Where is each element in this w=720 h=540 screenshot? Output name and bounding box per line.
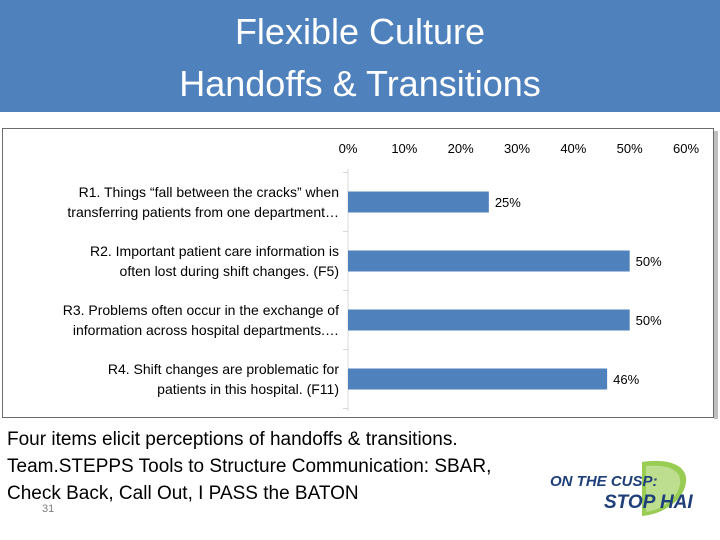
- logo-text-line-2: STOP HAI: [604, 492, 693, 513]
- category-label: R1. Things “fall between the cracks” whe…: [79, 184, 339, 200]
- bar: [348, 191, 489, 213]
- bar: [348, 250, 630, 272]
- category-label: often lost during shift changes. (F5): [120, 263, 339, 279]
- logo-text-line-1: ON THE CUSP:: [550, 473, 658, 490]
- x-tick-label: 50%: [617, 141, 643, 156]
- data-label: 46%: [613, 372, 639, 387]
- x-tick-label: 30%: [504, 141, 530, 156]
- slide-number: 31: [42, 503, 55, 515]
- data-label: 50%: [636, 254, 662, 269]
- x-tick-label: 40%: [560, 141, 586, 156]
- x-tick-label: 0%: [339, 141, 358, 156]
- caption-line-2: Team.STEPPS Tools to Structure Communica…: [7, 456, 492, 477]
- caption-line-3: Check Back, Call Out, I PASS the BATON: [7, 483, 359, 504]
- on-the-cusp-stop-hai-logo: ON THE CUSP: STOP HAI: [550, 460, 693, 516]
- bar-chart: 0% 10% 20% 30% 40% 50% 60% R1. Things “fall bet…: [63, 141, 699, 411]
- category-label: R3. Problems often occur in the exchange…: [63, 302, 339, 318]
- chart-frame: 0% 10% 20% 30% 40% 50% 60% R1. Things “fall bet…: [2, 128, 718, 419]
- bar: [348, 368, 608, 390]
- category-label: R2. Important patient care information i…: [90, 243, 339, 259]
- bar: [348, 309, 630, 331]
- title-band: Flexible Culture Handoffs & Transitions: [0, 0, 720, 112]
- data-label: 25%: [495, 195, 521, 210]
- x-tick-label: 10%: [391, 141, 417, 156]
- slide-title-line-2: Handoffs & Transitions: [179, 63, 541, 104]
- category-label: information across hospital departments.…: [73, 322, 339, 338]
- caption-line-1: Four items elicit perceptions of handoff…: [7, 429, 458, 450]
- data-label: 50%: [636, 313, 662, 328]
- x-tick-label: 20%: [448, 141, 474, 156]
- slide-title-line-1: Flexible Culture: [234, 11, 486, 52]
- category-label: transferring patients from one departmen…: [67, 204, 339, 220]
- category-label: patients in this hospital. (F11): [157, 381, 339, 397]
- x-tick-label: 60%: [673, 141, 699, 156]
- category-label: R4. Shift changes are problematic for: [108, 361, 339, 377]
